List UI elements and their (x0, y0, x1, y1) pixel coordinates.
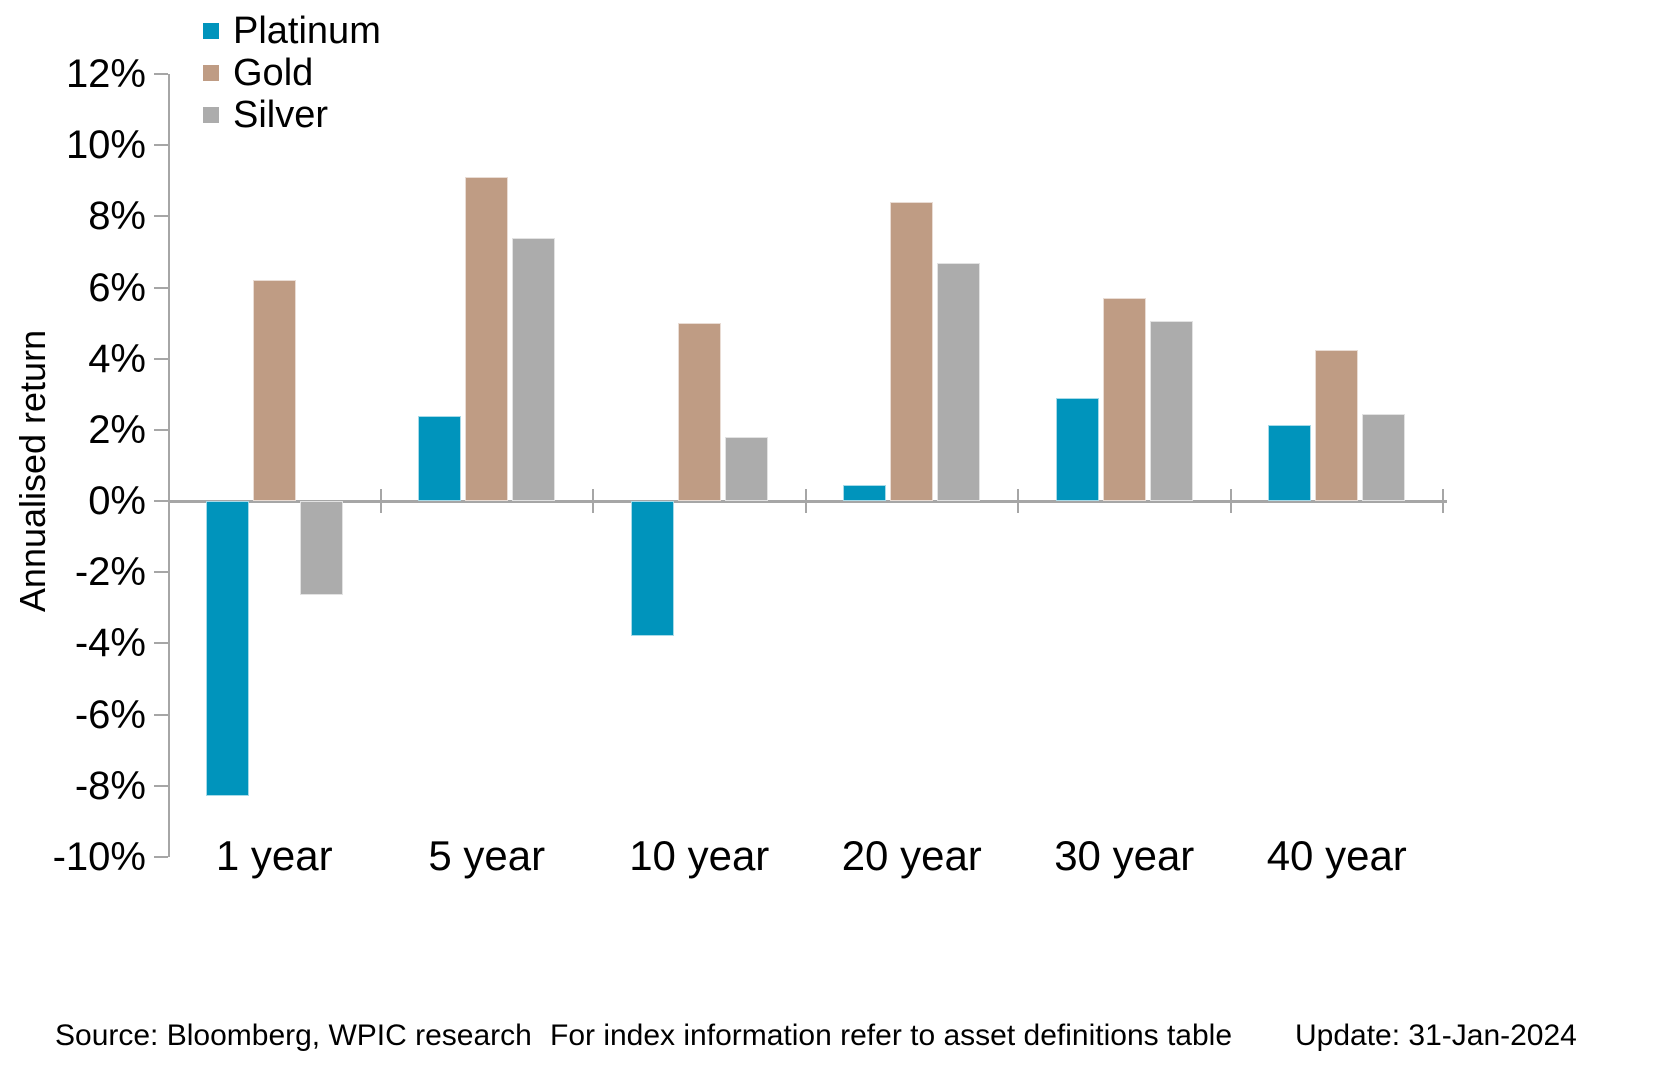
y-axis-tick (154, 642, 168, 645)
source-note: Source: Bloomberg, WPIC research (55, 1019, 532, 1052)
y-axis-tick (154, 286, 168, 289)
y-tick-label: 12% (65, 52, 146, 96)
bar-platinum-1-year (205, 501, 249, 797)
x-axis-tick (1017, 489, 1019, 514)
y-tick-label: -2% (74, 550, 146, 595)
bar-platinum-30-year (1055, 397, 1099, 502)
legend-item-gold: Gold (203, 52, 381, 94)
legend-label-gold: Gold (233, 52, 314, 94)
x-category-label: 1 year (215, 832, 333, 879)
y-tick-label: 0% (88, 479, 146, 524)
x-category-label: 10 year (629, 832, 770, 879)
bar-gold-40-year (1315, 349, 1359, 502)
x-axis-tick (592, 489, 594, 514)
y-tick-label: 8% (88, 194, 146, 239)
y-tick-label: -10% (52, 835, 146, 879)
legend-swatch-silver-icon (203, 107, 219, 123)
legend-swatch-platinum-icon (203, 23, 219, 39)
y-tick-label: 10% (65, 123, 146, 168)
bar-platinum-20-year (843, 485, 887, 502)
y-axis-tick (154, 500, 168, 503)
bar-platinum-40-year (1268, 424, 1312, 502)
y-axis-tick (154, 713, 168, 716)
x-axis-tick (1442, 489, 1444, 514)
y-axis-tick (154, 215, 168, 218)
x-axis-tick (379, 489, 382, 514)
y-tick-label: 6% (88, 265, 146, 310)
y-axis-tick (154, 571, 168, 574)
y-axis-tick (154, 428, 168, 431)
y-tick-label: -4% (74, 621, 146, 666)
footer: Source: Bloomberg, WPIC research For ind… (0, 1018, 1654, 1062)
x-category-label: 20 year (841, 832, 982, 879)
x-category-label: 40 year (1266, 832, 1407, 879)
x-category-label: 5 year (428, 832, 546, 879)
bar-platinum-5-year (418, 415, 462, 502)
bar-platinum-10-year (630, 501, 674, 637)
update-date: Update: 31-Jan-2024 (1295, 1019, 1577, 1052)
bar-gold-30-year (1102, 298, 1146, 502)
y-axis-tick (154, 73, 168, 75)
y-axis-tick (154, 357, 168, 360)
y-axis-tick (154, 144, 168, 147)
x-axis-line (168, 500, 1447, 504)
bar-silver-40-year (1362, 413, 1406, 502)
x-category-label: 30 year (1054, 832, 1195, 879)
legend: Platinum Gold Silver (203, 10, 381, 136)
legend-label-silver: Silver (233, 94, 329, 136)
x-axis-tick (1229, 489, 1232, 514)
bar-silver-1-year (299, 501, 343, 596)
legend-item-platinum: Platinum (203, 10, 381, 52)
bar-silver-30-year (1149, 321, 1193, 502)
y-axis-tick (154, 784, 168, 787)
bar-gold-1-year (252, 280, 296, 502)
bar-gold-20-year (890, 202, 934, 502)
legend-item-silver: Silver (203, 94, 381, 136)
y-tick-label: -8% (74, 763, 146, 808)
y-axis-line (168, 74, 170, 857)
y-tick-label: 4% (88, 336, 146, 381)
x-axis-tick (804, 489, 807, 514)
bar-silver-5-year (512, 237, 556, 502)
bar-gold-5-year (465, 177, 509, 502)
y-tick-label: -6% (74, 692, 146, 737)
legend-swatch-gold-icon (203, 65, 219, 81)
bar-silver-20-year (937, 262, 981, 502)
y-axis-tick (154, 856, 168, 858)
bar-silver-10-year (724, 437, 768, 502)
bar-gold-10-year (677, 323, 721, 502)
index-info-note: For index information refer to asset def… (550, 1019, 1233, 1052)
legend-label-platinum: Platinum (233, 10, 381, 52)
y-tick-label: 2% (88, 407, 146, 452)
